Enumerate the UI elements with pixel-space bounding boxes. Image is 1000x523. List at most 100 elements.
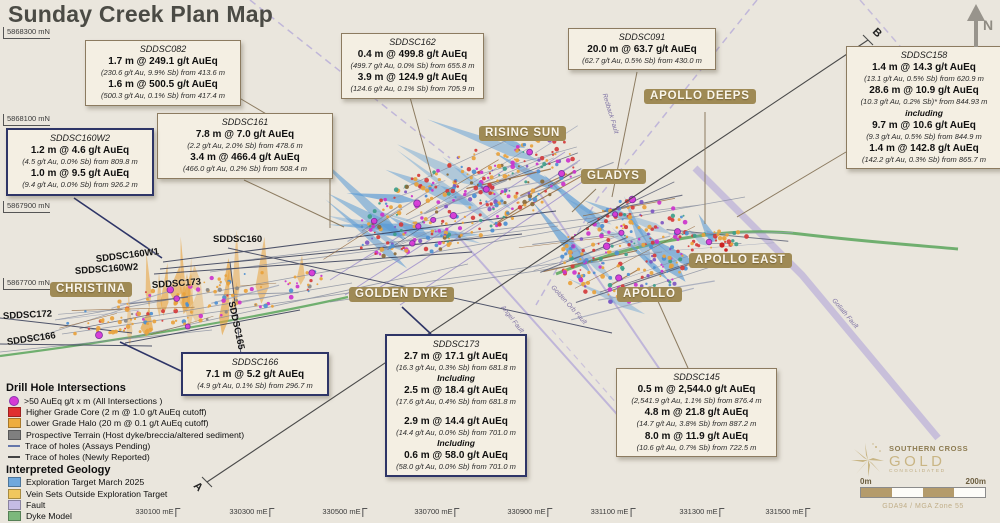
tick-icon [547,508,553,517]
callout-hole-id: SDDSC082 [139,44,187,54]
legend-swatch-icon [8,444,20,447]
intercept-line: (9.3 g/t Au, 0.5% Sb) from 844.9 m [866,131,982,141]
intercept-line: including [905,107,943,118]
intercept-line: (10.3 g/t Au, 0.2% Sb)* from 844.93 m [860,97,988,107]
intercept-line: (16.3 g/t Au, 0.3% Sb) from 681.8 m [396,363,516,373]
callout-sddsc082: SDDSC082 1.7 m @ 249.1 g/t AuEq (230.6 g/t… [85,40,241,106]
legend-item: Dyke Model [6,511,244,522]
scale-bar-segments [860,487,986,498]
crs-note: GDA94 / MGA Zone 55 [882,503,964,510]
company-logo: SOUTHERN CROSS GOLD CONSOLIDATED [850,441,968,479]
callout-sddsc162: SDDSC162 0.4 m @ 499.8 g/t AuEq (499.7 g/t… [341,33,484,99]
easting-label: 331100 mE [591,507,636,517]
intercept-line: 0.6 m @ 58.0 g/t AuEq [404,449,508,461]
region-label-christina: CHRISTINA [50,282,132,297]
intercept-line: (14.4 g/t Au, 0.0% Sb) from 701.0 m [396,427,516,437]
intercept-line: 9.7 m @ 10.6 g/t AuEq [872,119,976,131]
legend-item: Trace of holes (Assays Pending) [6,440,244,451]
legend-swatch-icon [8,488,21,499]
logo-text-line3: CONSOLIDATED [889,468,946,474]
intercept-line: (2.2 g/t Au, 2.0% Sb) from 478.6 m [187,141,303,151]
callout-sddsc166: SDDSC166 7.1 m @ 5.2 g/t AuEq (4.9 g/t Au,… [181,352,329,397]
intercept-line: 2.5 m @ 18.4 g/t AuEq [404,385,508,397]
tick-icon [175,508,181,517]
page-title: Sunday Creek Plan Map [8,1,273,27]
intercept-line: 3.4 m @ 466.4 g/t AuEq [190,152,300,164]
dyke-model-layer [0,230,959,358]
legend-item-label: Dyke Model [26,511,72,522]
drill-hole-label-sddsc160: SDDSC160 [213,234,263,245]
region-label-golden-dyke: GOLDEN DYKE [349,287,455,302]
legend-item-label: Trace of holes (Newly Reported) [25,452,150,463]
section-line-a-b [201,34,874,488]
exploration-target-layer [126,119,719,347]
logo-text-line2: GOLD [889,452,946,470]
north-arrow-icon [967,4,985,47]
easting-text: 331500 mE [765,507,804,516]
tick-icon [719,508,725,517]
legend-item-label: Higher Grade Core (2 m @ 1.0 g/t AuEq cu… [26,406,207,417]
intercept-line: (10.6 g/t Au, 0.7% Sb) from 722.5 m [636,442,757,452]
intercept-line: 0.5 m @ 2,544.0 g/t AuEq [637,384,756,396]
callout-sddsc161: SDDSC161 7.8 m @ 7.0 g/t AuEq (2.2 g/t Au,… [157,113,333,179]
legend-swatch-icon [8,418,21,429]
region-label-apollo-deeps: APOLLO DEEPS [644,89,756,104]
intercept-line: 20.0 m @ 63.7 g/t AuEq [587,44,697,56]
intercept-line: 7.1 m @ 5.2 g/t AuEq [205,369,305,381]
easting-label: 330100 mE [135,507,181,517]
legend-item-label: >50 AuEq g/t x m (All Intersections ) [24,395,163,406]
logo-star-icon [851,443,884,477]
legend: Drill Hole Intersections >50 AuEq g/t x m… [6,381,244,522]
intercept-line: 2.7 m @ 17.1 g/t AuEq [404,351,508,363]
intercept-line: 1.7 m @ 249.1 g/t AuEq [108,56,218,68]
legend-item-label: Exploration Target March 2025 [26,477,145,488]
callout-hole-id: SDDSC160W2 [49,133,111,143]
intercept-line: (142.2 g/t Au, 0.3% Sb) from 865.7 m [862,154,986,164]
legend-section-title: Drill Hole Intersections [6,382,126,394]
easting-text: 331100 mE [590,507,629,516]
legend-swatch-icon [9,395,19,406]
intercept-line: (2,541.9 g/t Au, 1.1% Sb) from 876.4 m [631,396,762,406]
tick-icon [269,508,275,517]
legend-item: Exploration Target March 2025 [6,477,244,488]
intercept-line: Including [437,437,475,448]
easting-label: 330500 mE [322,507,368,517]
easting-label: 330900 mE [507,507,553,517]
legend-item-label: Vein Sets Outside Exploration Target [26,488,168,499]
legend-item-label: Trace of holes (Assays Pending) [25,440,151,451]
tick-icon [454,508,460,517]
northing-label: 5867900 mN [3,201,50,213]
callout-hole-id: SDDSC166 [231,357,279,367]
region-label-apollo-east: APOLLO EAST [689,253,792,268]
callout-hole-id: SDDSC161 [221,117,269,127]
legend-section-title: Interpreted Geology [6,463,111,476]
intercept-line: (4.9 g/t Au, 0.1% Sb) from 296.7 m [197,381,313,391]
scale-bar: 0m 200m [860,477,986,498]
callout-sddsc145: SDDSC145 0.5 m @ 2,544.0 g/t AuEq (2,541.9… [616,368,777,457]
legend-swatch-icon [8,429,21,440]
intercept-line: 7.8 m @ 7.0 g/t AuEq [195,129,295,141]
intercept-line: (13.1 g/t Au, 0.5% Sb) from 620.9 m [864,74,984,84]
intercept-line: 2.9 m @ 14.4 g/t AuEq [404,415,508,427]
intercept-line: (499.7 g/t Au, 0.0% Sb) from 655.8 m [350,61,475,71]
intercept-line: 1.4 m @ 142.8 g/t AuEq [869,142,979,154]
legend-swatch-icon [8,500,21,511]
north-arrow: N [962,3,1000,49]
callout-leader-lines-navy [73,197,432,372]
northing-label: 5868300 mN [3,27,50,39]
intercept-line: 28.6 m @ 10.9 g/t AuEq [869,85,979,97]
legend-swatch-icon [8,511,21,522]
north-label: N [983,17,994,33]
intercept-line: 3.9 m @ 124.9 g/t AuEq [357,72,468,84]
region-label-apollo: APOLLO [617,287,682,302]
intercept-line: (500.3 g/t Au, 0.1% Sb) from 417.4 m [101,91,225,101]
callout-hole-id: SDDSC145 [673,372,720,382]
callout-sddsc091: SDDSC091 20.0 m @ 63.7 g/t AuEq (62.7 g/t … [568,28,716,71]
legend-item-label: Prospective Terrain (Host dyke/breccia/a… [26,429,245,440]
intercept-line: (62.7 g/t Au, 0.5% Sb) from 430.0 m [582,56,702,66]
legend-item: Prospective Terrain (Host dyke/breccia/a… [6,429,244,440]
scale-min-label: 0m [860,477,872,486]
legend-item: Lower Grade Halo (20 m @ 0.1 g/t AuEq cu… [6,418,244,429]
intercept-line: 1.4 m @ 14.3 g/t AuEq [872,62,976,74]
